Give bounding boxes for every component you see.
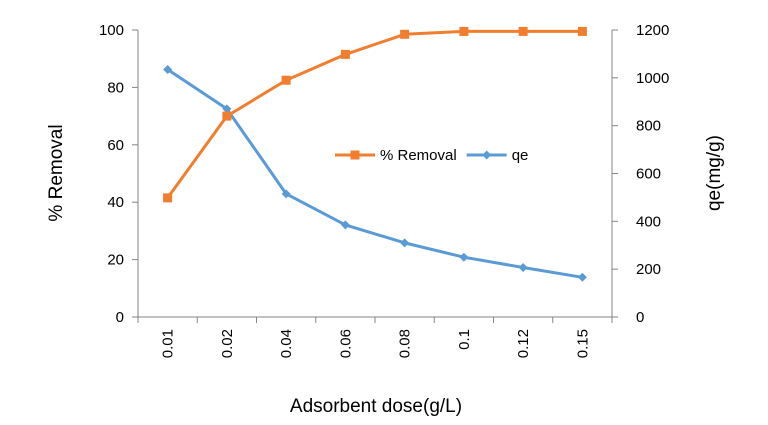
- y2-tick-label: 200: [636, 261, 661, 278]
- x-tick-label: 0.12: [515, 329, 532, 358]
- qe-point: [400, 238, 410, 248]
- series-layer: [163, 26, 587, 282]
- y-tick-label: 20: [107, 252, 124, 269]
- removal-point: [340, 49, 350, 59]
- qe-point: [163, 64, 173, 74]
- x-tick-label: 0.08: [397, 329, 414, 358]
- y2-tick-label: 1000: [636, 70, 669, 87]
- removal-point: [281, 75, 291, 85]
- qe-legend-marker: [482, 150, 492, 160]
- y2-tick-label: 1200: [636, 22, 669, 39]
- y2-tick-label: 400: [636, 213, 661, 230]
- y-tick-label: 40: [107, 194, 124, 211]
- y2-tick-label: 800: [636, 118, 661, 135]
- x-tick-label: 0.02: [219, 329, 236, 358]
- y-tick-label: 60: [107, 137, 124, 154]
- qe-point: [222, 104, 232, 114]
- qe-point: [340, 220, 350, 230]
- y-axis-title: % Removal: [46, 124, 67, 221]
- qe-point: [459, 252, 469, 262]
- y2-tick-label: 600: [636, 166, 661, 183]
- qe-series-line: [166, 68, 583, 279]
- y-tick-label: 0: [116, 309, 124, 326]
- removal-point: [400, 29, 410, 39]
- removal-point: [163, 193, 173, 203]
- y-tick-label: 80: [107, 79, 124, 96]
- y2-axis-title: qe(mg/g): [704, 135, 725, 211]
- removal-series-line: [166, 29, 583, 199]
- qe-legend-label: qe: [512, 147, 529, 164]
- removal-point: [518, 26, 528, 36]
- legend: % Removal qe: [335, 147, 528, 164]
- qe-point: [518, 262, 528, 272]
- y-tick-label: 100: [99, 22, 124, 39]
- x-tick-label: 0.15: [574, 329, 591, 358]
- qe-point: [281, 189, 291, 199]
- removal-point: [222, 111, 232, 121]
- y-axis-right: 0 200 400 600 800 1000 1200: [611, 22, 669, 326]
- x-tick-label: 0.06: [337, 329, 354, 358]
- removal-legend-marker: [350, 150, 360, 160]
- x-axis: 0.01 0.02 0.04 0.06 0.08 0.1 0.12 0.15: [137, 316, 613, 358]
- removal-point: [459, 26, 469, 36]
- x-tick-label: 0.01: [160, 329, 177, 358]
- x-axis-title: Adsorbent dose(g/L): [290, 396, 462, 417]
- y2-tick-label: 0: [636, 309, 644, 326]
- removal-legend-label: % Removal: [380, 147, 457, 164]
- y-axis-left: 0 20 40 60 80 100: [99, 22, 139, 326]
- x-tick-label: 0.1: [456, 329, 473, 350]
- qe-point: [577, 272, 587, 282]
- x-tick-label: 0.04: [278, 329, 295, 358]
- removal-point: [577, 26, 587, 36]
